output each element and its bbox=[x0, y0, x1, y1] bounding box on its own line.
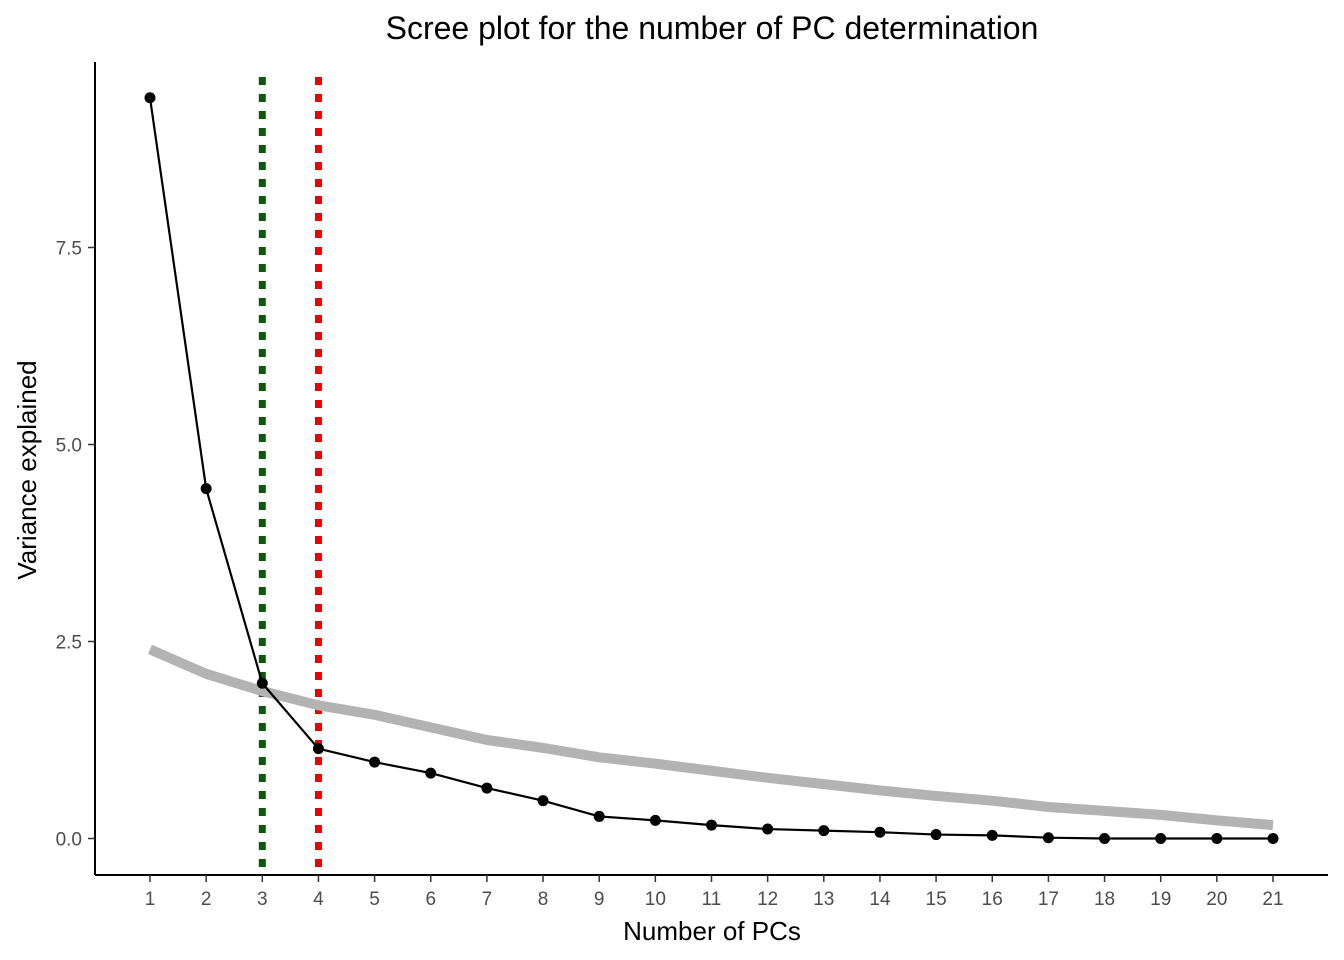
y-tick-label: 2.5 bbox=[56, 633, 82, 654]
data-point-pc-17 bbox=[1042, 832, 1054, 844]
x-tick-label: 2 bbox=[201, 889, 212, 910]
x-tick-label: 5 bbox=[369, 889, 380, 910]
x-tick-label: 10 bbox=[645, 889, 666, 910]
x-tick-label: 7 bbox=[482, 889, 493, 910]
data-point-pc-20 bbox=[1211, 833, 1223, 844]
data-point-pc-6 bbox=[425, 767, 437, 779]
x-tick-label: 21 bbox=[1262, 889, 1283, 910]
x-tick-label: 11 bbox=[702, 889, 722, 910]
x-tick-label: 14 bbox=[869, 889, 891, 910]
data-point-pc-4 bbox=[312, 743, 324, 755]
data-point-pc-13 bbox=[818, 825, 830, 837]
x-tick-label: 4 bbox=[313, 889, 324, 910]
x-tick-label: 3 bbox=[257, 889, 268, 910]
x-tick-label: 20 bbox=[1206, 889, 1227, 910]
x-tick-label: 6 bbox=[425, 889, 436, 910]
x-axis-title: Number of PCs bbox=[623, 916, 801, 946]
data-point-pc-11 bbox=[706, 819, 717, 831]
reference-line bbox=[148, 644, 1274, 831]
data-point-pc-9 bbox=[593, 810, 605, 822]
x-tick-label: 8 bbox=[538, 889, 549, 910]
y-tick-label: 5.0 bbox=[56, 436, 82, 457]
data-point-pc-2 bbox=[200, 483, 212, 495]
chart-title: Scree plot for the number of PC determin… bbox=[386, 10, 1039, 46]
x-tick-label: 17 bbox=[1038, 889, 1059, 910]
x-tick-label: 16 bbox=[982, 889, 1003, 910]
data-point-pc-7 bbox=[481, 782, 493, 794]
y-tick-label: 7.5 bbox=[56, 239, 82, 260]
x-tick-label: 18 bbox=[1094, 889, 1115, 910]
data-point-pc-19 bbox=[1155, 833, 1167, 844]
data-point-pc-14 bbox=[874, 826, 886, 838]
data-point-pc-10 bbox=[649, 814, 661, 826]
data-point-pc-8 bbox=[537, 795, 549, 807]
x-tick-label: 12 bbox=[757, 889, 778, 910]
data-point-pc-15 bbox=[930, 829, 942, 841]
data-point-pc-21 bbox=[1267, 833, 1279, 844]
data-point-pc-1 bbox=[144, 92, 156, 104]
x-tick-label: 19 bbox=[1150, 889, 1171, 910]
x-tick-label: 9 bbox=[594, 889, 605, 910]
x-tick-label: 13 bbox=[813, 889, 834, 910]
y-tick-label: 0.0 bbox=[56, 830, 82, 851]
data-point-pc-16 bbox=[986, 829, 998, 841]
data-point-pc-5 bbox=[369, 756, 381, 768]
data-point-pc-3 bbox=[256, 677, 268, 689]
x-tick-label: 1 bbox=[145, 889, 156, 910]
x-tick-label: 15 bbox=[926, 889, 947, 910]
data-point-pc-12 bbox=[762, 823, 774, 835]
y-axis-title: Variance explained bbox=[12, 360, 42, 579]
data-point-pc-18 bbox=[1099, 833, 1111, 844]
